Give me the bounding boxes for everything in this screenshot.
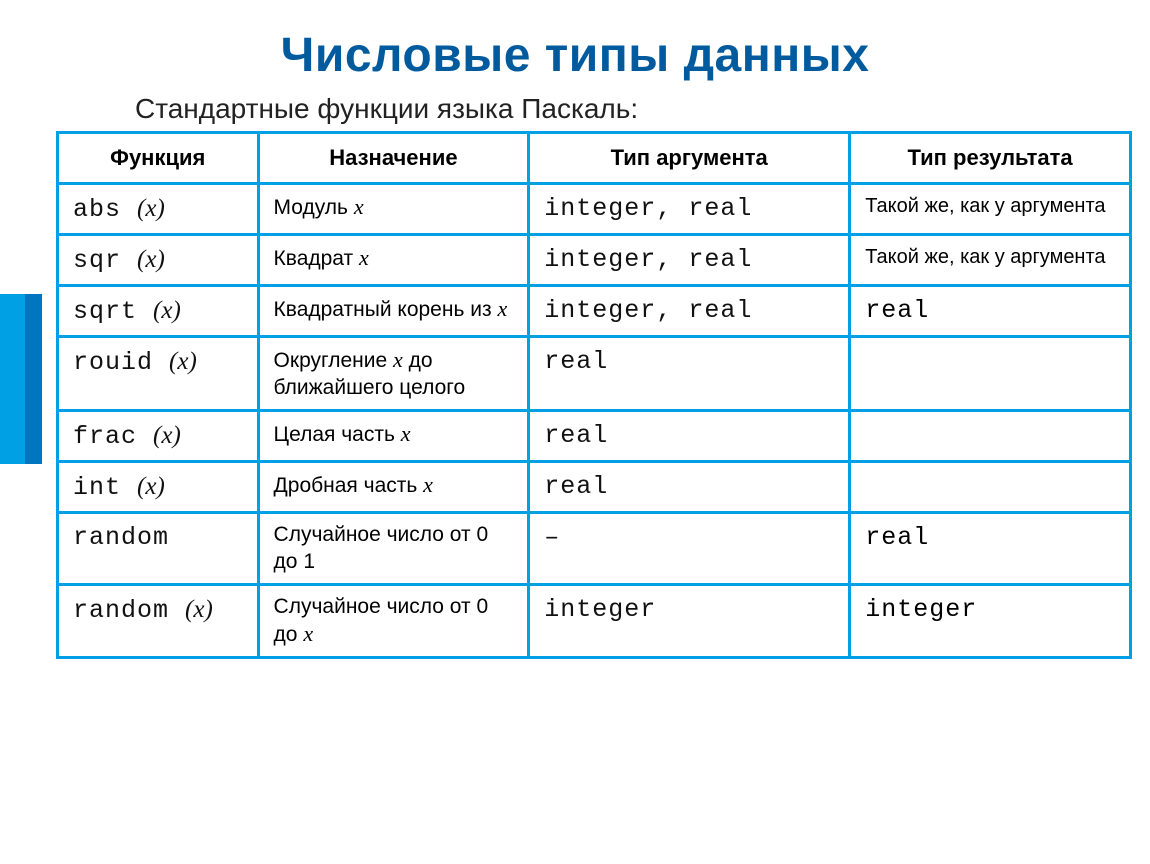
- col-header-argtype: Тип аргумента: [529, 133, 850, 184]
- cell-argtype: integer, real: [529, 286, 850, 337]
- argtype-text: integer, real: [544, 194, 752, 223]
- desc-text: Случайное число от 0 до 1: [274, 523, 489, 572]
- fn-arg: (x): [153, 422, 181, 449]
- fn-name: frac: [73, 422, 137, 451]
- cell-restype: [850, 337, 1131, 411]
- table-row: abs (x)Модуль xinteger, realТакой же, ка…: [58, 183, 1131, 234]
- slide-title: Числовые типы данных: [0, 0, 1150, 83]
- desc-x: x: [359, 245, 369, 270]
- cell-purpose: Случайное число от 0 до 1: [258, 513, 529, 585]
- col-header-purpose: Назначение: [258, 133, 529, 184]
- functions-table: Функция Назначение Тип аргумента Тип рез…: [56, 131, 1132, 659]
- table-row: random (x)Случайное число от 0 до xinteg…: [58, 584, 1131, 658]
- table-row: sqr (x)Квадрат xinteger, realТакой же, к…: [58, 234, 1131, 285]
- fn-name: random: [73, 596, 169, 625]
- cell-argtype: –: [529, 513, 850, 585]
- desc-text: Квадрат: [274, 247, 359, 270]
- fn-name: random: [73, 523, 169, 552]
- cell-function: rouid (x): [58, 337, 259, 411]
- argtype-text: real: [544, 421, 608, 450]
- table-row: int (x)Дробная часть xreal: [58, 462, 1131, 513]
- fn-name: sqrt: [73, 297, 137, 326]
- argtype-text: integer: [544, 595, 656, 624]
- desc-x: x: [401, 421, 411, 446]
- slide-accent-bar: [0, 294, 42, 464]
- desc-text: Квадратный корень из: [274, 298, 498, 321]
- cell-purpose: Целая часть x: [258, 410, 529, 461]
- cell-restype: real: [850, 286, 1131, 337]
- argtype-text: integer, real: [544, 245, 752, 274]
- functions-table-wrapper: Функция Назначение Тип аргумента Тип рез…: [56, 131, 1132, 659]
- cell-argtype: integer, real: [529, 234, 850, 285]
- table-row: frac (x)Целая часть xreal: [58, 410, 1131, 461]
- desc-x: x: [303, 621, 313, 646]
- cell-purpose: Округление x до ближайшего целого: [258, 337, 529, 411]
- cell-purpose: Квадрат x: [258, 234, 529, 285]
- cell-argtype: integer: [529, 584, 850, 658]
- cell-restype: Такой же, как у аргумента: [850, 234, 1131, 285]
- table-row: sqrt (x)Квадратный корень из xinteger, r…: [58, 286, 1131, 337]
- argtype-text: integer, real: [544, 296, 752, 325]
- desc-text: Округление: [274, 349, 393, 372]
- restype-mono: real: [865, 296, 929, 325]
- fn-name: int: [73, 473, 121, 502]
- cell-function: sqr (x): [58, 234, 259, 285]
- argtype-text: –: [544, 523, 560, 552]
- slide-subtitle: Стандартные функции языка Паскаль:: [135, 93, 1150, 125]
- desc-text: Целая часть: [274, 423, 401, 446]
- fn-name: sqr: [73, 246, 121, 275]
- table-row: random Случайное число от 0 до 1 – real: [58, 513, 1131, 585]
- cell-restype: Такой же, как у аргумента: [850, 183, 1131, 234]
- table-row: rouid (x)Округление x до ближайшего цело…: [58, 337, 1131, 411]
- fn-arg: (x): [137, 473, 165, 500]
- cell-purpose: Случайное число от 0 до x: [258, 584, 529, 658]
- fn-arg: (x): [153, 297, 181, 324]
- fn-arg: (x): [137, 195, 165, 222]
- argtype-text: real: [544, 472, 608, 501]
- cell-purpose: Дробная часть x: [258, 462, 529, 513]
- col-header-function: Функция: [58, 133, 259, 184]
- cell-purpose: Модуль x: [258, 183, 529, 234]
- fn-arg: (x): [185, 596, 213, 623]
- slide-accent-bar-inner: [25, 294, 42, 464]
- restype-mono: integer: [865, 595, 977, 624]
- desc-x: x: [393, 347, 403, 372]
- cell-restype: [850, 410, 1131, 461]
- cell-restype: real: [850, 513, 1131, 585]
- fn-arg: (x): [169, 348, 197, 375]
- cell-argtype: integer, real: [529, 183, 850, 234]
- cell-function: random: [58, 513, 259, 585]
- cell-restype: [850, 462, 1131, 513]
- cell-function: sqrt (x): [58, 286, 259, 337]
- restype-text: Такой же, как у аргумента: [865, 195, 1105, 217]
- desc-x: x: [354, 194, 364, 219]
- cell-argtype: real: [529, 462, 850, 513]
- restype-mono: real: [865, 523, 929, 552]
- cell-function: int (x): [58, 462, 259, 513]
- table-header-row: Функция Назначение Тип аргумента Тип рез…: [58, 133, 1131, 184]
- fn-name: abs: [73, 195, 121, 224]
- desc-x: x: [423, 472, 433, 497]
- fn-arg: (x): [137, 246, 165, 273]
- cell-function: random (x): [58, 584, 259, 658]
- desc-x: x: [497, 296, 507, 321]
- desc-text: Дробная часть: [274, 474, 424, 497]
- cell-argtype: real: [529, 337, 850, 411]
- cell-function: frac (x): [58, 410, 259, 461]
- cell-function: abs (x): [58, 183, 259, 234]
- cell-purpose: Квадратный корень из x: [258, 286, 529, 337]
- cell-restype: integer: [850, 584, 1131, 658]
- restype-text: Такой же, как у аргумента: [865, 246, 1105, 268]
- col-header-restype: Тип результата: [850, 133, 1131, 184]
- desc-text: Модуль: [274, 196, 354, 219]
- argtype-text: real: [544, 347, 608, 376]
- fn-name: rouid: [73, 348, 153, 377]
- cell-argtype: real: [529, 410, 850, 461]
